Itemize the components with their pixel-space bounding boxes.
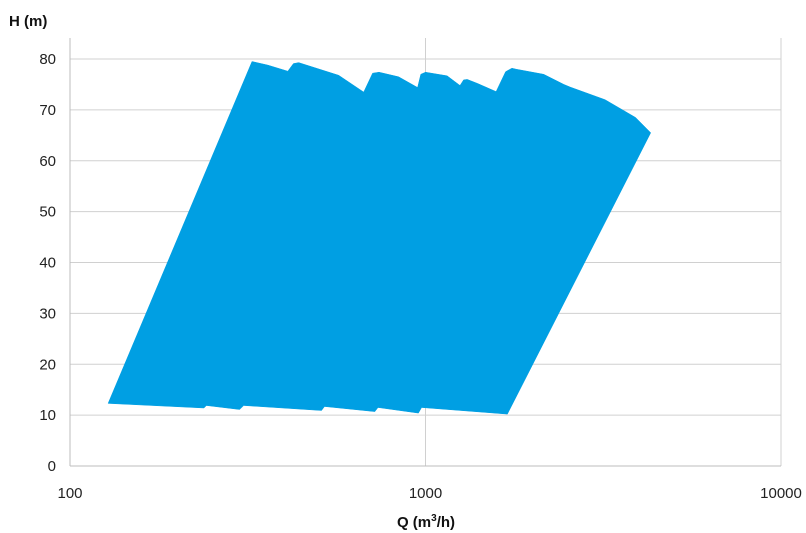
y-tick-label: 10 bbox=[39, 407, 56, 424]
y-tick-label: 0 bbox=[48, 458, 56, 475]
x-axis-title-main: Q (m bbox=[397, 514, 431, 531]
axes bbox=[69, 38, 781, 467]
x-axis-title: Q (m3/h) bbox=[397, 513, 455, 531]
x-axis-title-tail: /h) bbox=[437, 514, 455, 531]
y-axis-title: H (m) bbox=[9, 13, 47, 30]
x-tick-labels: 100 1000 10000 bbox=[57, 485, 801, 502]
x-axis-title-sup: 3 bbox=[431, 513, 437, 524]
envelope-polygon bbox=[107, 61, 651, 415]
y-tick-label: 80 bbox=[39, 51, 56, 68]
y-tick-label: 40 bbox=[39, 255, 56, 272]
y-tick-label: 70 bbox=[39, 102, 56, 119]
y-tick-label: 60 bbox=[39, 153, 56, 170]
performance-envelope bbox=[107, 61, 651, 415]
y-tick-label: 20 bbox=[39, 356, 56, 373]
x-tick-label: 10000 bbox=[760, 485, 802, 502]
y-tick-labels: 0 10 20 30 40 50 60 70 80 bbox=[39, 51, 56, 475]
y-tick-label: 50 bbox=[39, 204, 56, 221]
y-tick-label: 30 bbox=[39, 305, 56, 322]
x-tick-label: 100 bbox=[57, 485, 82, 502]
x-tick-label: 1000 bbox=[409, 485, 442, 502]
